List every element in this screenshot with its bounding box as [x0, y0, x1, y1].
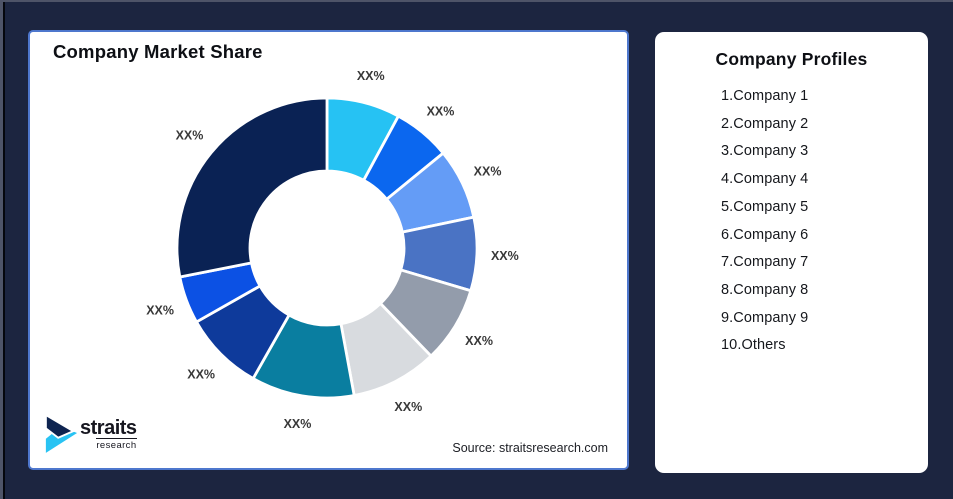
donut-slice-others [175, 96, 329, 279]
company-profiles-card: Company Profiles 1.Company 1 2.Company 2… [655, 32, 928, 473]
slice-label: XX% [146, 303, 174, 317]
list-item: 9.Company 9 [721, 309, 809, 326]
list-item: 8.Company 8 [721, 281, 809, 298]
list-item: 7.Company 7 [721, 254, 809, 271]
market-share-card: Company Market Share XX% XX% XX% XX% XX% XX% X… [28, 30, 629, 470]
slice-label: XX% [187, 367, 215, 381]
slice-label: XX% [284, 417, 312, 431]
list-item: 5.Company 5 [721, 198, 809, 215]
list-item: 2.Company 2 [721, 115, 809, 132]
straits-logo-icon [44, 413, 78, 453]
slice-label: XX% [357, 69, 385, 83]
straits-research-logo: straits research [44, 412, 137, 456]
slice-label: XX% [176, 128, 204, 142]
logo-subtitle: research [96, 438, 137, 451]
profiles-list: 1.Company 1 2.Company 2 3.Company 3 4.Co… [655, 83, 928, 360]
chart-title: Company Market Share [53, 41, 263, 62]
logo-text: straits research [80, 418, 137, 451]
slice-label: XX% [394, 400, 422, 414]
source-note: Source: straitsresearch.com [452, 441, 608, 455]
slice-label: XX% [427, 104, 455, 118]
list-item: 4.Company 4 [721, 171, 809, 188]
slice-label: XX% [465, 334, 493, 348]
list-item: 10.Others [721, 337, 786, 354]
slice-label: XX% [491, 249, 519, 263]
slice-label: XX% [474, 165, 502, 179]
list-item: 6.Company 6 [721, 226, 809, 243]
list-item: 3.Company 3 [721, 143, 809, 160]
list-item: 1.Company 1 [721, 88, 809, 104]
donut-chart: XX% XX% XX% XX% XX% XX% XX% XX% XX% XX% [146, 69, 519, 431]
profiles-title: Company Profiles [715, 49, 868, 69]
logo-brand: straits [80, 417, 137, 439]
